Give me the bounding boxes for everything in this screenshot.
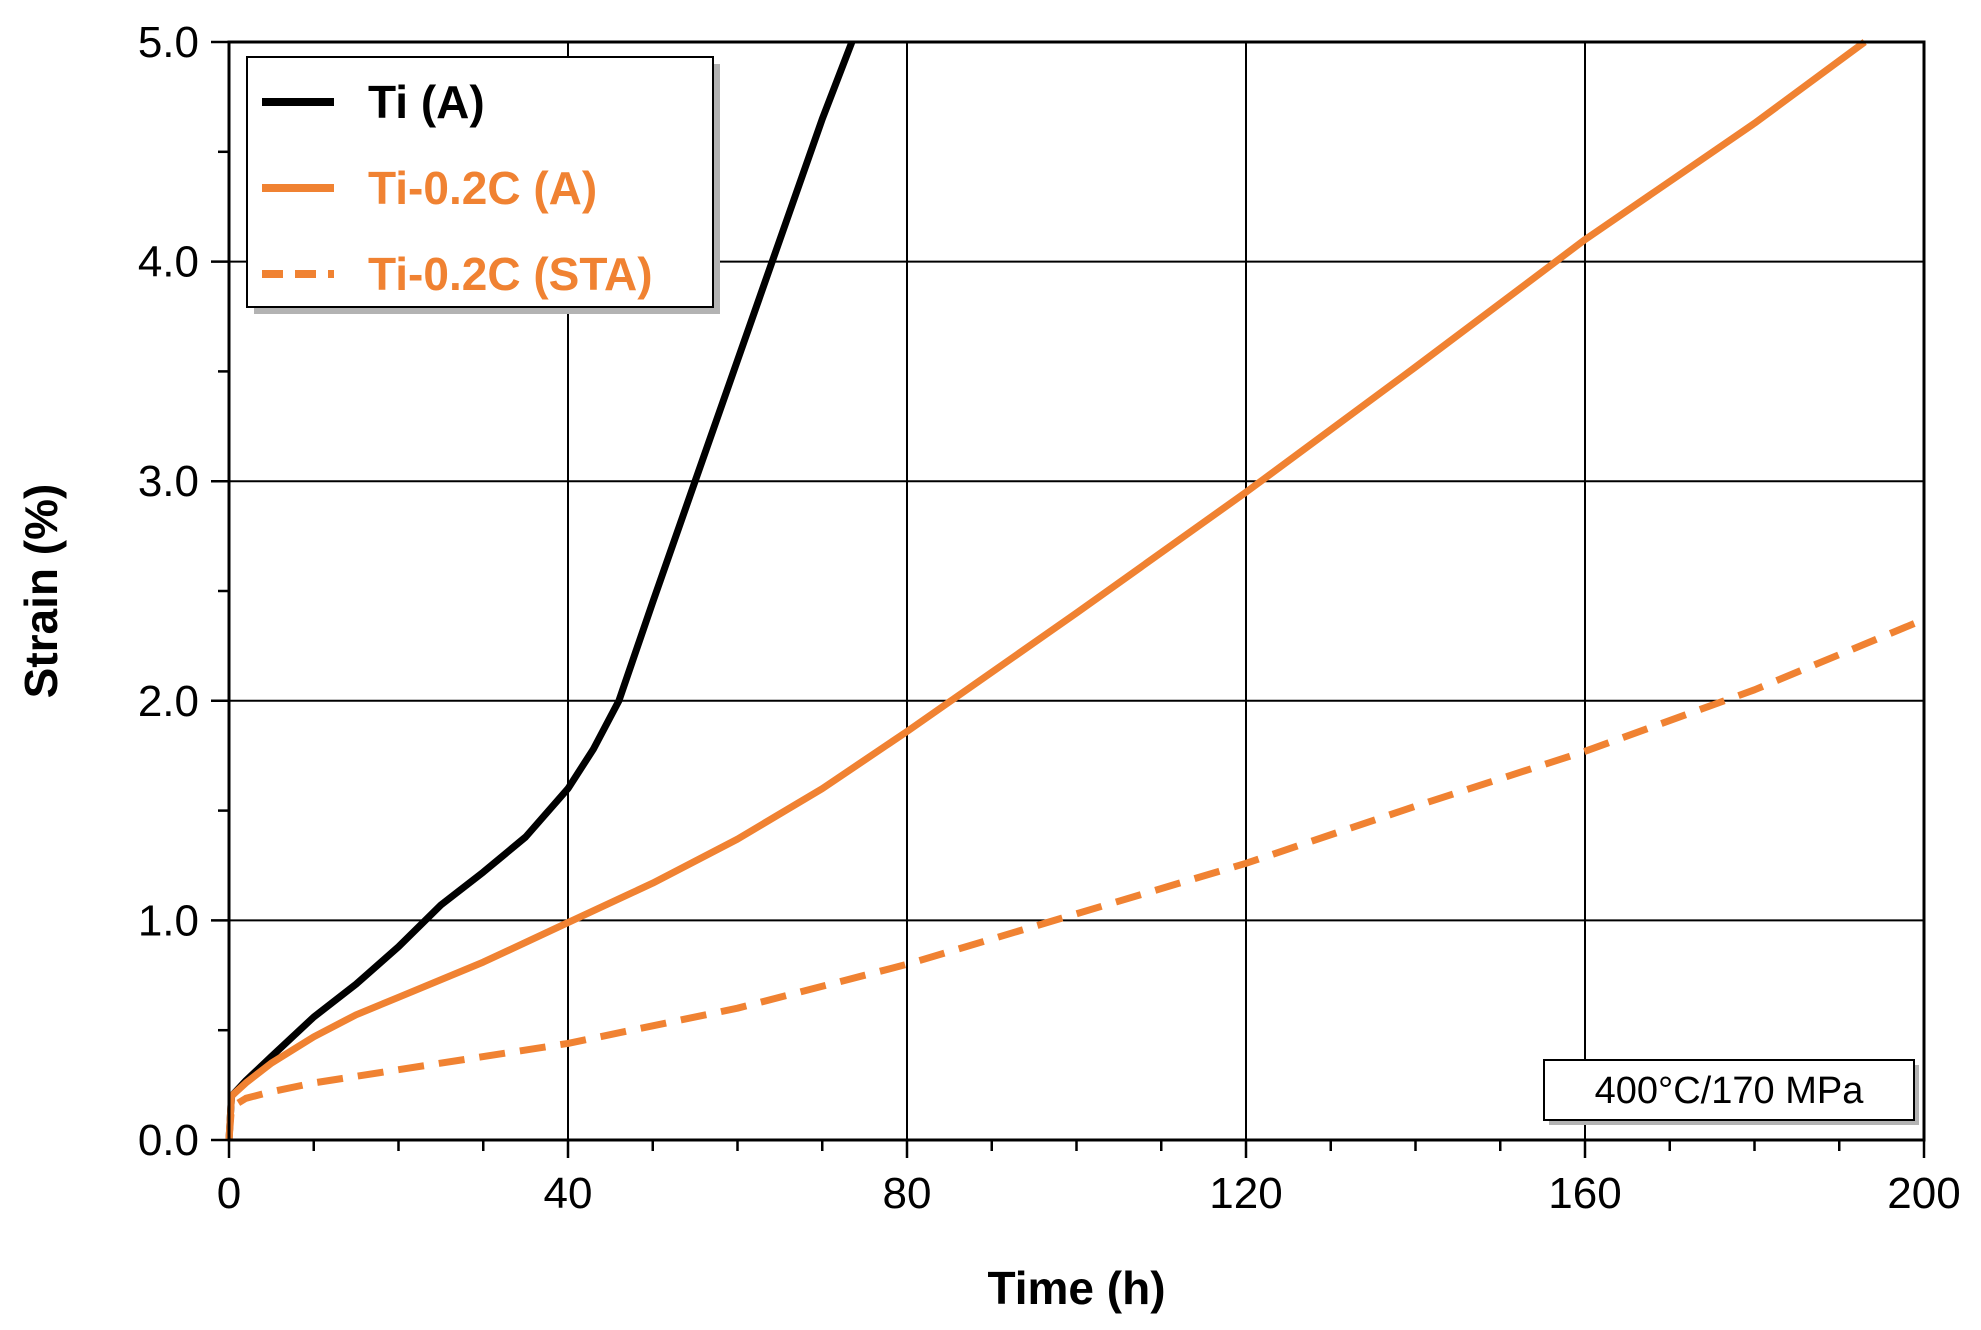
y-tick-label: 0.0 — [138, 1116, 199, 1165]
tick-layer: 0 40 80 120 160 200 0.0 1.0 2.0 3.0 4.0 5.0 — [138, 18, 1961, 1218]
series-line-ti-0-2c-a — [225, 39, 1867, 1141]
y-tick-label: 5.0 — [138, 18, 199, 67]
y-tick-label: 4.0 — [138, 238, 199, 287]
y-axis-title: Strain (%) — [15, 484, 67, 699]
x-tick-label: 200 — [1887, 1169, 1960, 1218]
x-tick-label: 0 — [217, 1169, 241, 1218]
legend-label-ti-0-2c-sta: Ti-0.2C (STA) — [368, 248, 653, 300]
test-condition-annotation: 400°C/170 MPa — [1543, 1059, 1919, 1125]
grid-layer — [229, 42, 1924, 1140]
y-tick-label: 3.0 — [138, 457, 199, 506]
legend-label-ti-a: Ti (A) — [368, 76, 485, 128]
series-line-ti-0-2c-sta — [225, 616, 1926, 1141]
annotation-box — [1543, 1059, 1915, 1121]
legend: Ti (A) Ti-0.2C (A) Ti-0.2C (STA) — [246, 56, 720, 314]
x-tick-label: 80 — [883, 1169, 932, 1218]
y-tick-label: 1.0 — [138, 896, 199, 945]
series-layer — [225, 39, 1926, 1141]
series-line-ti-a — [225, 40, 856, 1141]
x-axis-title: Time (h) — [987, 1262, 1165, 1314]
y-tick-label: 2.0 — [138, 677, 199, 726]
x-tick-label: 120 — [1209, 1169, 1282, 1218]
x-tick-label: 160 — [1548, 1169, 1621, 1218]
annotation-text: 400°C/170 MPa — [1595, 1070, 1865, 1112]
legend-label-ti-0-2c-a: Ti-0.2C (A) — [368, 162, 597, 214]
x-tick-label: 40 — [544, 1169, 593, 1218]
